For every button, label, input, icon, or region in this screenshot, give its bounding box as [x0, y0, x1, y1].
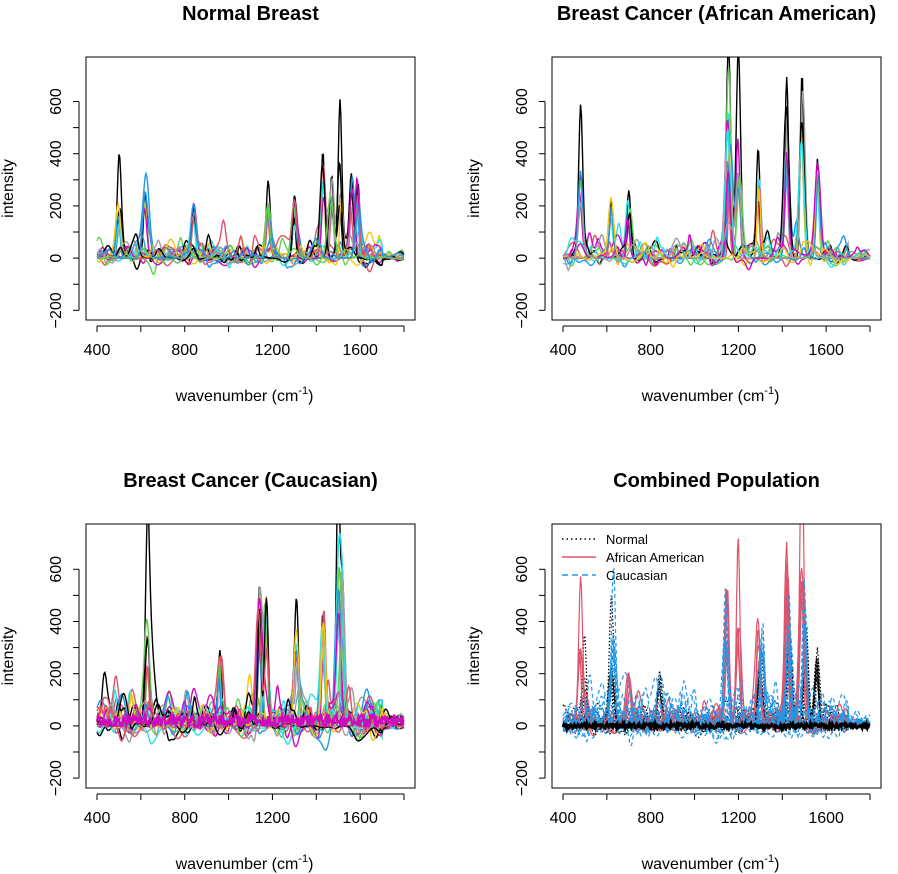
series-line — [97, 194, 405, 266]
y-tick-label: 200 — [514, 660, 531, 687]
chart-title: Combined Population — [613, 470, 820, 492]
y-tick-label: 400 — [514, 140, 531, 167]
x-tick-label: 1600 — [808, 810, 844, 827]
y-tick-label: 0 — [48, 721, 65, 730]
series-line-caucasian — [563, 637, 871, 740]
x-axis-label: wavenumber (cm-1) — [175, 385, 314, 405]
y-tick-label: 0 — [514, 254, 531, 263]
y-tick-label: 600 — [514, 88, 531, 115]
series-line — [562, 188, 871, 268]
x-tick-label: 400 — [84, 342, 111, 359]
y-axis-label: intensity — [466, 159, 483, 218]
x-axis-label: wavenumber (cm-1) — [641, 385, 780, 405]
mean-line — [561, 717, 871, 735]
y-tick-label: 600 — [514, 556, 531, 583]
x-tick-label: 800 — [171, 342, 198, 359]
series-line — [562, 128, 871, 265]
legend: Normal African American Caucasian — [562, 532, 704, 583]
chart-panel-4: Combined Population 400 800 1200 1600 wavenum… — [466, 470, 882, 873]
legend-label: African American — [606, 550, 704, 565]
plot-frame — [85, 523, 416, 789]
x-tick-label: 1200 — [255, 810, 291, 827]
series-line — [563, 152, 871, 271]
y-tick-label: 400 — [48, 608, 65, 635]
x-axis-label: wavenumber (cm-1) — [175, 853, 314, 873]
series-line — [96, 202, 405, 276]
series-group — [95, 524, 405, 751]
series-line-caucasian — [563, 640, 871, 740]
plot-frame — [85, 56, 416, 321]
y-tick-label: −200 — [514, 292, 531, 328]
chart-title: Breast Cancer (Caucasian) — [123, 470, 378, 492]
y-tick-label: 400 — [514, 608, 531, 635]
legend-label: Normal — [606, 532, 648, 547]
x-tick-label: 1200 — [255, 342, 291, 359]
series-line-normal — [563, 668, 871, 731]
series-line-caucasian — [562, 631, 871, 734]
chart-panel-3: Breast Cancer (Caucasian) 400 800 1200 1600 w… — [0, 470, 416, 873]
y-tick-label: 600 — [48, 88, 65, 115]
legend-label: Caucasian — [606, 568, 667, 583]
chart-panel-1: Normal Breast 400 800 1200 1600 wavenumber (c… — [0, 3, 416, 405]
x-tick-label: 800 — [637, 810, 664, 827]
chart-panel-2: Breast Cancer (African American) 400 800 12… — [466, 3, 882, 405]
series-group — [96, 99, 405, 276]
chart-title: Breast Cancer (African American) — [557, 3, 876, 25]
series-group — [561, 524, 871, 747]
chart-title: Normal Breast — [182, 3, 319, 25]
series-line — [562, 143, 870, 268]
y-tick-label: 200 — [48, 660, 65, 687]
x-tick-label: 1600 — [342, 342, 378, 359]
x-tick-label: 1200 — [721, 342, 757, 359]
mean-line — [95, 710, 405, 732]
x-axis-label: wavenumber (cm-1) — [641, 853, 780, 873]
y-tick-label: 200 — [514, 192, 531, 219]
y-tick-label: −200 — [514, 760, 531, 796]
series-line — [562, 172, 871, 266]
x-tick-label: 400 — [550, 810, 577, 827]
x-tick-label: 400 — [84, 810, 111, 827]
y-axis-label: intensity — [466, 627, 483, 686]
series-line-caucasian — [562, 649, 871, 736]
series-group — [562, 57, 871, 272]
y-tick-label: −200 — [48, 760, 65, 796]
y-axis-label: intensity — [0, 627, 17, 686]
y-tick-label: 0 — [514, 721, 531, 730]
x-tick-label: 800 — [171, 810, 198, 827]
y-tick-label: 0 — [48, 254, 65, 263]
y-tick-label: 600 — [48, 556, 65, 583]
series-line — [97, 598, 405, 743]
y-tick-label: 200 — [48, 192, 65, 219]
y-tick-label: −200 — [48, 292, 65, 328]
x-tick-label: 1200 — [721, 810, 757, 827]
y-axis-label: intensity — [0, 159, 17, 218]
series-line-caucasian — [563, 684, 870, 736]
x-tick-label: 800 — [637, 342, 664, 359]
y-tick-label: 400 — [48, 140, 65, 167]
series-line — [562, 90, 871, 272]
series-line — [96, 191, 405, 269]
x-tick-label: 1600 — [342, 810, 378, 827]
x-tick-label: 1600 — [808, 342, 844, 359]
plot-frame — [551, 523, 882, 789]
series-line — [97, 597, 404, 748]
plot-frame — [551, 56, 882, 321]
x-tick-label: 400 — [550, 342, 577, 359]
